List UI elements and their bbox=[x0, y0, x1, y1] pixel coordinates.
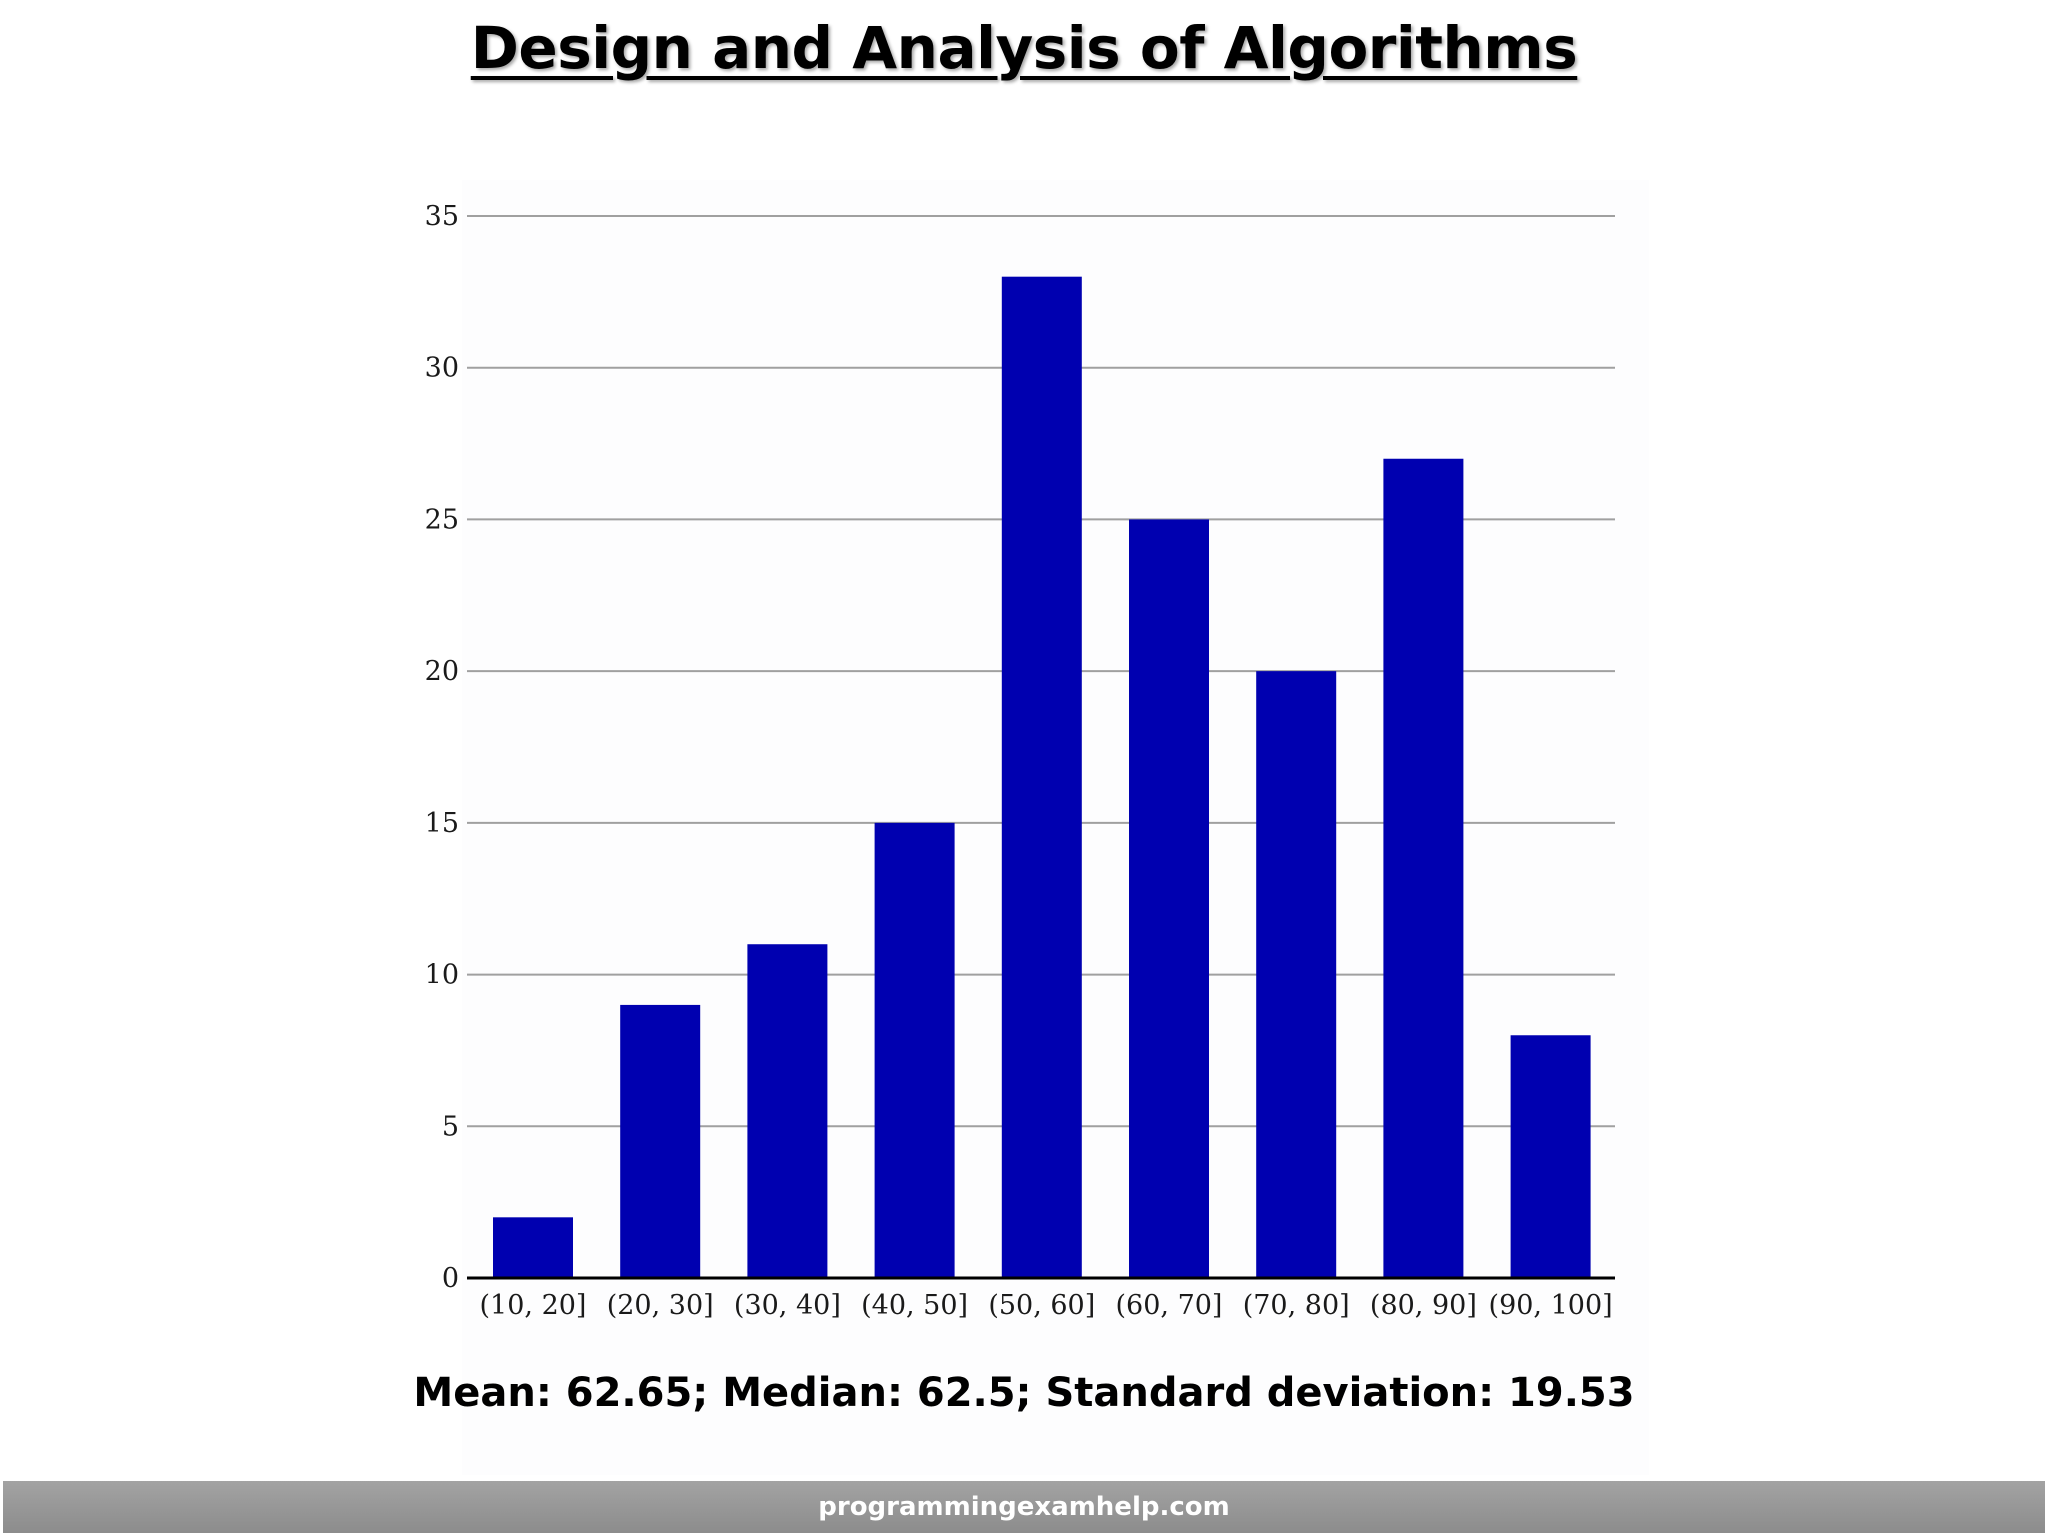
x-tick-label: (70, 80] bbox=[1243, 1290, 1350, 1321]
bar bbox=[1383, 458, 1464, 1278]
slide-title: Design and Analysis of Algorithms bbox=[470, 14, 1578, 82]
x-tick-label: (30, 40] bbox=[734, 1290, 841, 1321]
footer-bar: programmingexamhelp.com bbox=[3, 1481, 2045, 1533]
y-tick-label: 20 bbox=[425, 656, 459, 687]
bar bbox=[1001, 276, 1082, 1279]
y-tick-label: 10 bbox=[425, 960, 459, 991]
x-tick-label: (80, 90] bbox=[1370, 1290, 1477, 1321]
y-tick-label: 5 bbox=[442, 1111, 459, 1142]
x-tick-label: (40, 50] bbox=[861, 1290, 968, 1321]
bar bbox=[1129, 519, 1209, 1278]
y-tick-label: 15 bbox=[425, 808, 459, 839]
x-tick-label: (10, 20] bbox=[480, 1290, 587, 1321]
bar bbox=[747, 944, 828, 1278]
y-tick-label: 35 bbox=[425, 201, 459, 232]
bar bbox=[620, 1004, 701, 1278]
summary-statistics: Mean: 62.65; Median: 62.5; Standard devi… bbox=[413, 1370, 1635, 1416]
bar bbox=[1256, 671, 1337, 1278]
bar bbox=[874, 822, 955, 1278]
bars bbox=[493, 276, 1591, 1279]
bar bbox=[493, 1217, 573, 1278]
y-tick-label: 30 bbox=[425, 353, 459, 384]
x-tick-label: (60, 70] bbox=[1116, 1290, 1223, 1321]
tick-labels: 0 5 10 15 20 25 30 35 (10, 20] (20, 30] (30, 40] (4… bbox=[425, 201, 1613, 1321]
x-tick-label: (20, 30] bbox=[607, 1290, 714, 1321]
bar bbox=[1510, 1035, 1591, 1278]
y-tick-label: 0 bbox=[442, 1263, 459, 1294]
y-tick-label: 25 bbox=[425, 504, 459, 535]
x-tick-label: (50, 60] bbox=[988, 1290, 1095, 1321]
footer-website: programmingexamhelp.com bbox=[818, 1492, 1230, 1522]
x-tick-label: (90, 100] bbox=[1489, 1290, 1613, 1321]
